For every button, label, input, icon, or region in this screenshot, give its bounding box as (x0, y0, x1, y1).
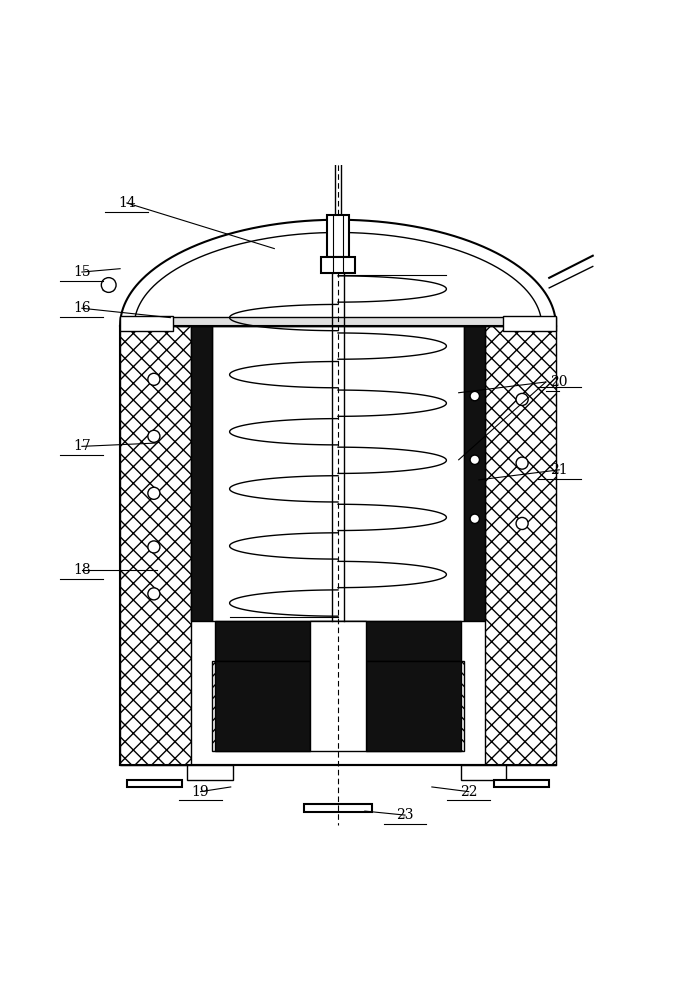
Bar (120, 317, 556, 326)
Bar (310, 621, 366, 751)
Bar (191, 326, 212, 621)
Circle shape (148, 373, 160, 385)
Circle shape (516, 393, 528, 405)
Bar (120, 326, 191, 765)
Bar (327, 215, 349, 257)
Bar (212, 661, 310, 751)
Circle shape (516, 457, 528, 469)
Text: 21: 21 (550, 463, 568, 477)
Circle shape (148, 588, 160, 600)
Text: 23: 23 (396, 808, 414, 822)
Circle shape (101, 278, 116, 292)
Circle shape (470, 514, 479, 523)
Text: 16: 16 (73, 301, 91, 315)
Bar (503, 316, 556, 331)
Text: 19: 19 (192, 785, 210, 799)
Text: 15: 15 (73, 265, 91, 279)
Bar (320, 257, 356, 273)
Bar (127, 780, 182, 787)
Bar (494, 780, 549, 787)
Circle shape (148, 430, 160, 442)
Bar (304, 804, 372, 812)
Bar (187, 765, 233, 780)
Bar (485, 326, 556, 765)
Bar (366, 661, 464, 751)
Text: 22: 22 (460, 785, 477, 799)
Text: 17: 17 (73, 439, 91, 453)
Text: 20: 20 (550, 375, 568, 389)
Text: 14: 14 (118, 196, 136, 210)
Text: 18: 18 (73, 563, 91, 577)
Polygon shape (120, 220, 556, 326)
Circle shape (148, 487, 160, 499)
Bar (212, 326, 464, 621)
Circle shape (516, 517, 528, 529)
Bar (215, 621, 461, 661)
Bar (120, 326, 556, 765)
Circle shape (470, 391, 479, 401)
Circle shape (470, 455, 479, 464)
Bar (215, 661, 310, 751)
Circle shape (148, 541, 160, 553)
Bar (464, 326, 485, 621)
Bar (366, 661, 461, 751)
Bar (460, 765, 506, 780)
Bar (120, 316, 173, 331)
